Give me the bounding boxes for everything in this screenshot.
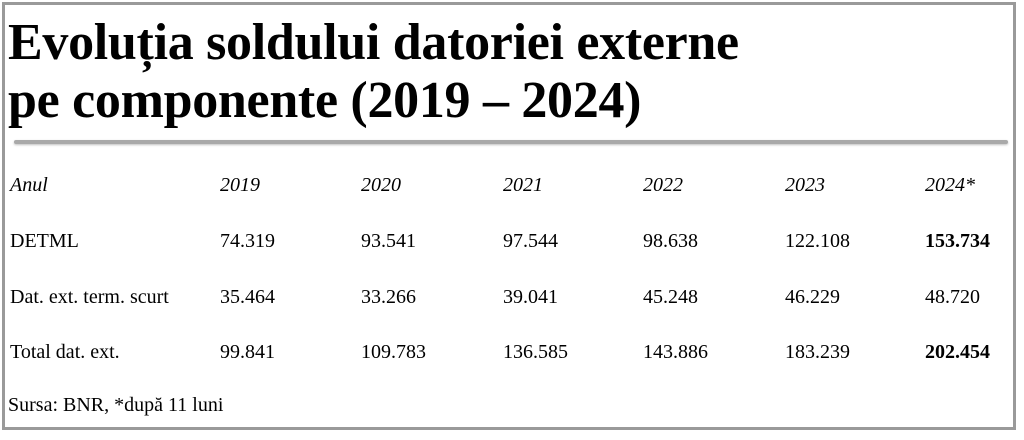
- source-note: Sursa: BNR, *după 11 luni: [8, 394, 224, 416]
- table-cell: 109.783: [361, 341, 426, 363]
- document-frame: [2, 2, 1016, 430]
- header-2019: 2019: [220, 174, 260, 196]
- table-cell: 74.319: [220, 230, 275, 252]
- table-cell: 39.041: [503, 286, 558, 308]
- page-title: Evoluția soldului datoriei externe pe co…: [8, 14, 739, 130]
- title-line-2: pe componente (2019 – 2024): [8, 72, 642, 129]
- title-divider: [14, 140, 1008, 144]
- header-year-label: Anul: [10, 174, 48, 196]
- header-2020: 2020: [361, 174, 401, 196]
- header-2024: 2024*: [925, 174, 975, 196]
- table-cell-highlight: 153.734: [925, 230, 990, 252]
- table-cell: 99.841: [220, 341, 275, 363]
- table-cell: 136.585: [503, 341, 568, 363]
- row-label-detml: DETML: [10, 230, 79, 252]
- table-cell: 183.239: [785, 341, 850, 363]
- table-cell-highlight: 202.454: [925, 341, 990, 363]
- header-2021: 2021: [503, 174, 543, 196]
- table-cell: 97.544: [503, 230, 558, 252]
- row-label-short-term: Dat. ext. term. scurt: [10, 286, 169, 308]
- table-cell: 33.266: [361, 286, 416, 308]
- header-2023: 2023: [785, 174, 825, 196]
- table-cell: 46.229: [785, 286, 840, 308]
- table-cell: 93.541: [361, 230, 416, 252]
- title-line-1: Evoluția soldului datoriei externe: [8, 14, 739, 71]
- table-cell: 35.464: [220, 286, 275, 308]
- table-cell: 98.638: [643, 230, 698, 252]
- header-2022: 2022: [643, 174, 683, 196]
- row-label-total: Total dat. ext.: [10, 341, 120, 363]
- table-cell: 48.720: [925, 286, 980, 308]
- table-cell: 122.108: [785, 230, 850, 252]
- table-cell: 45.248: [643, 286, 698, 308]
- table-cell: 143.886: [643, 341, 708, 363]
